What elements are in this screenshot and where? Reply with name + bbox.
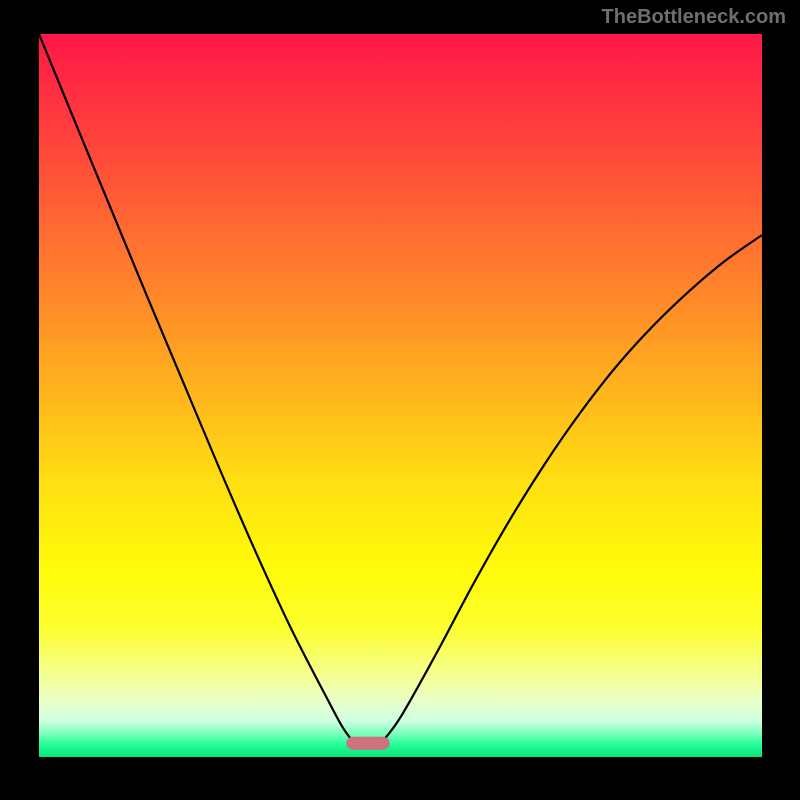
chart-container: TheBottleneck.com — [0, 0, 800, 800]
plot-gradient-background — [39, 34, 762, 757]
optimal-marker — [346, 737, 389, 750]
watermark-text: TheBottleneck.com — [602, 6, 786, 29]
bottleneck-chart — [0, 0, 800, 800]
